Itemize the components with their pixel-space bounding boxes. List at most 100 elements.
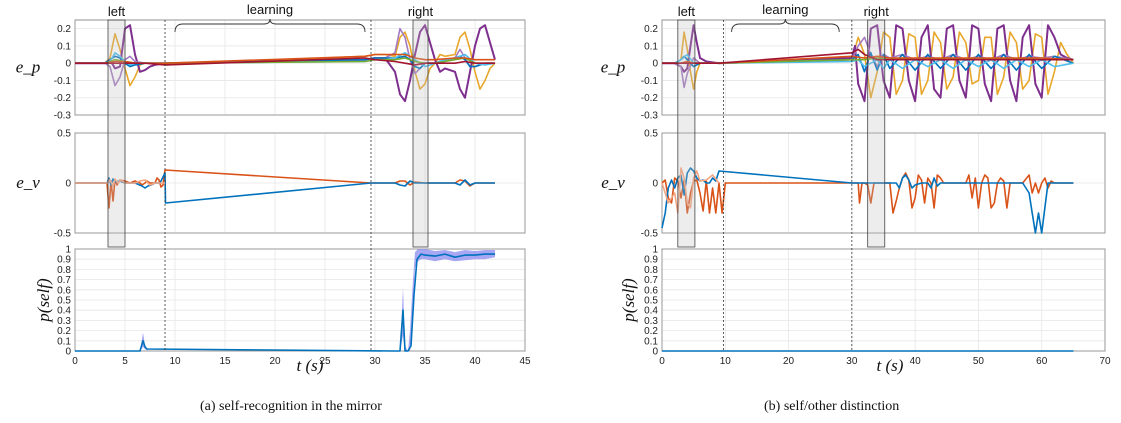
x-tick-label: 0 (659, 356, 665, 367)
x-tick-label: 15 (219, 356, 231, 367)
y-tick-label: 0.3 (644, 316, 658, 327)
y-tick-label: 0.5 (644, 129, 658, 140)
y-tick-label: 1 (652, 245, 658, 256)
caption-b: (b) self/other distinction (764, 399, 899, 414)
y-tick-label: 0.7 (57, 275, 71, 286)
series-line-ep-7 (75, 57, 495, 66)
series-line-ep-0 (75, 31, 496, 90)
annotation-learning: learning (762, 2, 808, 17)
x-tick-label: 20 (269, 356, 281, 367)
y-tick-label: 0.9 (57, 255, 71, 266)
highlight-left (107, 19, 126, 248)
y-tick-label: 0.5 (57, 129, 71, 140)
annotation-left: left (108, 4, 126, 19)
annotation-right: right (864, 4, 890, 19)
x-tick-label: 60 (1036, 356, 1048, 367)
y-tick-label: 0.3 (57, 316, 71, 327)
annotation-left: left (678, 4, 696, 19)
series-line-ep-1 (75, 24, 496, 103)
x-tick-label: 10 (169, 356, 181, 367)
plot-border (74, 19, 526, 116)
panel-ep: -0.3 -0.2 -0.1 0 0.1 0.2 e_p (16, 19, 526, 122)
y-tick-label: 0 (65, 179, 71, 190)
x-tick-label: 5 (122, 356, 128, 367)
learning-brace (731, 18, 840, 33)
x-tick-label: 0 (72, 356, 78, 367)
y-tick-label: 0.2 (644, 24, 658, 35)
y-tick-label: 0.5 (644, 296, 658, 307)
x-tick-label: 70 (1099, 356, 1111, 367)
y-tick-label: 0.1 (644, 41, 658, 52)
y-axis-label: e_v (601, 173, 625, 192)
annotation-right: right (408, 4, 434, 19)
highlight-right (867, 19, 886, 248)
series-line-ep-7 (662, 48, 1074, 65)
series-line-ep-0 (662, 31, 1075, 99)
y-tick-label: 0.2 (57, 326, 71, 337)
highlight-left (677, 19, 696, 248)
series-line-ep-2 (75, 27, 495, 87)
y-axis-label: e_v (16, 173, 40, 192)
y-tick-label: 0 (65, 59, 71, 70)
y-tick-label: 0.6 (644, 285, 658, 296)
x-tick-label: 20 (783, 356, 795, 367)
panel-ps: 00.10.20.30.40.50.60.70.80.91 p(self) (619, 245, 1106, 358)
y-tick-label: 0.4 (57, 306, 71, 317)
y-tick-label: 0.5 (57, 296, 71, 307)
y-tick-label: 0.2 (644, 326, 658, 337)
series-line-ep-1 (662, 24, 1074, 103)
y-axis-label: p(self) (619, 278, 638, 323)
annotation-learning: learning (247, 2, 293, 17)
y-tick-label: 0 (652, 347, 658, 358)
panel-ep: -0.3 -0.2 -0.1 0 0.1 0.2 e_p (601, 19, 1106, 122)
y-tick-label: 0.8 (57, 265, 71, 276)
x-tick-label: 10 (720, 356, 732, 367)
x-tick-label: 30 (846, 356, 858, 367)
y-tick-label: 0 (65, 347, 71, 358)
y-tick-label: 0.8 (644, 265, 658, 276)
x-tick-label: 45 (519, 356, 531, 367)
y-tick-label: 0.1 (57, 336, 71, 347)
y-tick-label: -0.5 (54, 229, 72, 240)
y-axis-label: p(self) (34, 278, 53, 323)
series-line-ev-2 (661, 167, 720, 214)
y-tick-label: -0.3 (54, 111, 72, 122)
x-tick-label: 35 (419, 356, 431, 367)
plot-area (74, 19, 526, 116)
y-tick-label: 0 (652, 179, 658, 190)
series-line-ps-0 (75, 253, 495, 352)
y-axis-label: e_p (601, 58, 626, 77)
y-tick-label: -0.1 (54, 76, 72, 87)
y-tick-label: 1 (65, 245, 71, 256)
y-tick-label: -0.1 (641, 76, 659, 87)
chart-self-recognition: -0.3-0.2-0.100.10.2e_p-0.500.5e_v00.10.2… (16, 2, 531, 375)
y-tick-label: -0.5 (641, 229, 659, 240)
x-axis-label: t (s) (297, 356, 324, 375)
panel-ev: -0.5 0 0.5 e_v (601, 129, 1106, 240)
panel-ev: -0.5 0 0.5 e_v (16, 129, 526, 240)
confidence-band (75, 249, 495, 351)
x-tick-label: 40 (910, 356, 922, 367)
x-axis-label: t (s) (877, 356, 904, 375)
highlight-right (412, 19, 429, 248)
caption-a: (a) self-recognition in the mirror (200, 399, 382, 414)
y-axis-label: e_p (16, 58, 41, 77)
y-tick-label: 0.9 (644, 255, 658, 266)
x-tick-label: 25 (319, 356, 331, 367)
y-tick-label: 0.6 (57, 285, 71, 296)
series-line-ep-6 (75, 53, 495, 65)
x-tick-label: 30 (369, 356, 381, 367)
y-tick-label: -0.2 (641, 93, 659, 104)
y-tick-label: 0.1 (644, 336, 658, 347)
chart-self-other: -0.3-0.2-0.100.10.2e_p-0.500.5e_v00.10.2… (601, 2, 1111, 375)
y-tick-label: 0.1 (57, 41, 71, 52)
y-tick-label: -0.3 (641, 111, 659, 122)
y-tick-label: 0 (652, 59, 658, 70)
panel-ps: 00.10.20.30.40.50.60.70.80.91 p(self) (34, 245, 526, 358)
y-tick-label: -0.2 (54, 93, 72, 104)
y-tick-label: 0.7 (644, 275, 658, 286)
y-tick-label: 0.2 (57, 24, 71, 35)
x-tick-label: 40 (469, 356, 481, 367)
y-tick-label: 0.4 (644, 306, 658, 317)
